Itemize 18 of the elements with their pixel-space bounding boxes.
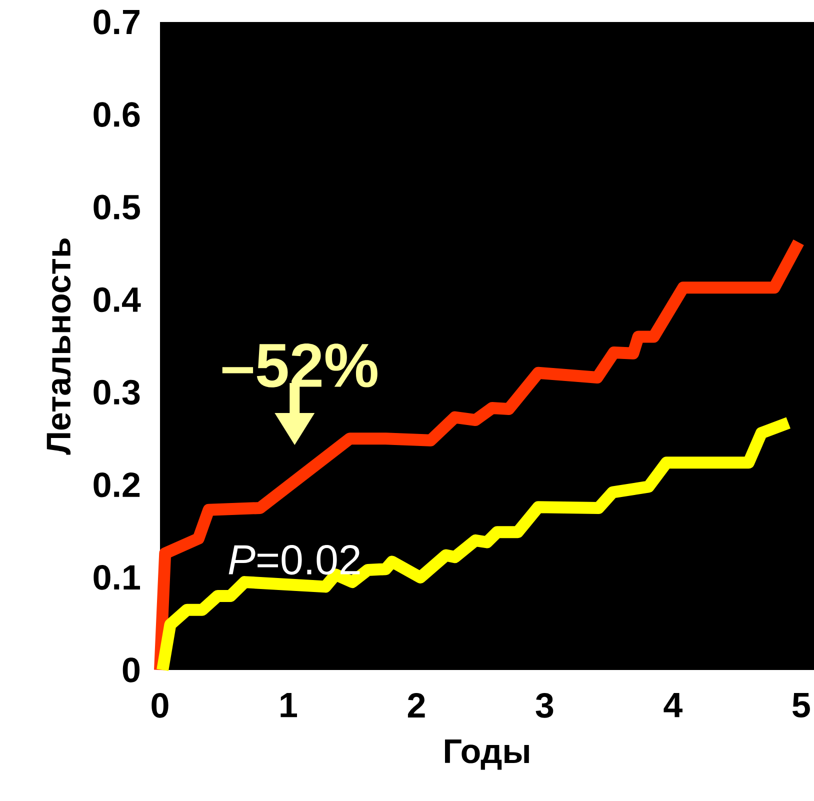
y-tick-label: 0 [122, 658, 140, 682]
y-tick-label: 0.7 [94, 10, 140, 34]
x-tick-label: 0 [152, 693, 168, 718]
y-tick-label: 0.6 [94, 102, 140, 127]
x-tick-label: 1 [280, 693, 297, 718]
y-tick-label: 0.4 [94, 287, 141, 312]
annotation: –52% [222, 344, 378, 388]
y-axis-title: Летальность [46, 238, 71, 455]
x-axis-title: Годы [445, 740, 529, 770]
annotation: P=0.02 [228, 544, 360, 575]
x-tick-label: 4 [664, 693, 682, 718]
x-tick-label: 5 [792, 693, 810, 718]
y-tick-label: 0.5 [94, 194, 140, 220]
x-tick-label: 3 [536, 693, 554, 718]
x-tick-label: 2 [408, 693, 425, 718]
y-tick-label: 0.1 [94, 565, 140, 590]
y-tick-label: 0.3 [94, 380, 140, 405]
y-tick-label: 0.2 [94, 472, 140, 498]
